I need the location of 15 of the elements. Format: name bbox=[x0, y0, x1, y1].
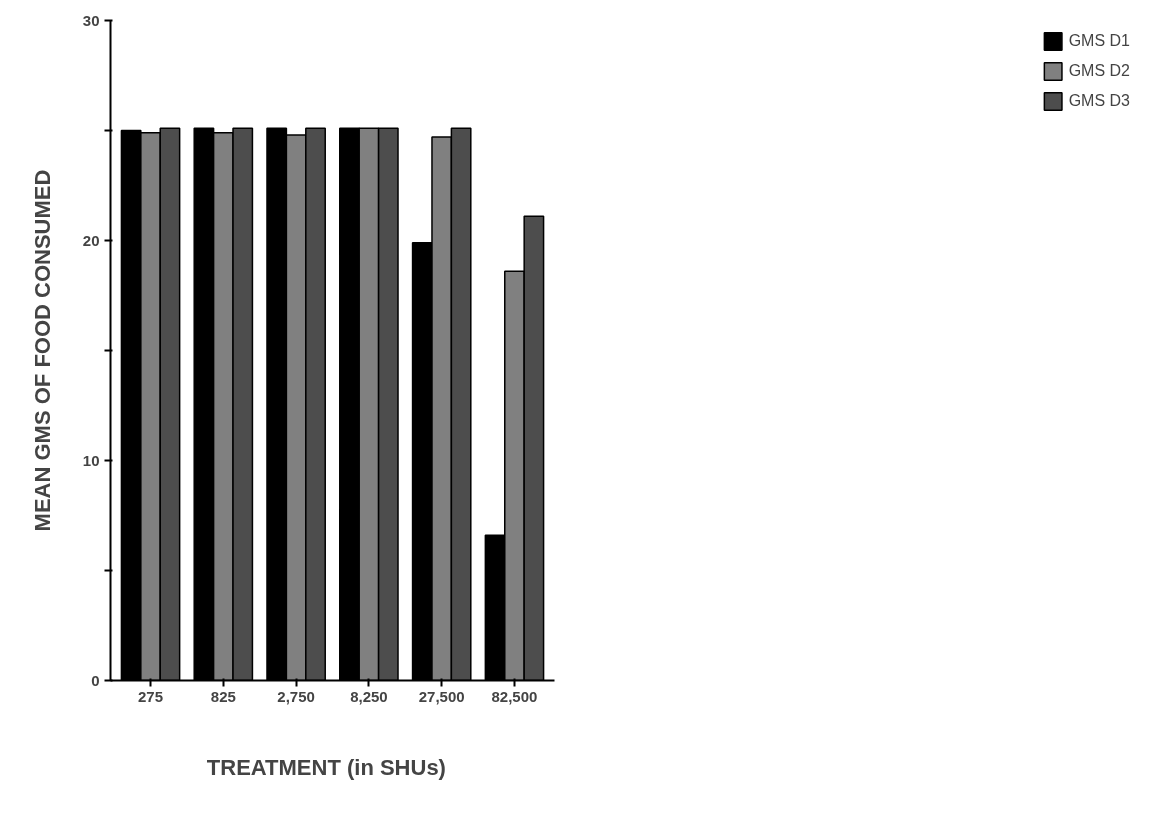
legend-label: GMS D2 bbox=[1068, 62, 1130, 80]
x-tick-label: 2,750 bbox=[277, 687, 315, 705]
x-tick-label: 8,250 bbox=[350, 687, 388, 705]
x-tick-label: 275 bbox=[138, 687, 164, 705]
x-tick-label: 82,500 bbox=[491, 687, 538, 705]
x-axis-title: TREATMENT (in SHUs) bbox=[206, 754, 446, 780]
y-axis-title: MEAN GMS OF FOOD CONSUMED bbox=[29, 169, 55, 532]
y-tick-label: 0 bbox=[91, 671, 100, 689]
legend-label: GMS D1 bbox=[1068, 32, 1130, 50]
legend-label: GMS D3 bbox=[1068, 92, 1130, 110]
y-tick-label: 30 bbox=[82, 11, 100, 29]
y-tick-label: 20 bbox=[82, 231, 100, 249]
y-tick-label: 10 bbox=[82, 451, 100, 469]
x-tick-label: 27,500 bbox=[418, 687, 465, 705]
x-tick-label: 825 bbox=[210, 687, 236, 705]
